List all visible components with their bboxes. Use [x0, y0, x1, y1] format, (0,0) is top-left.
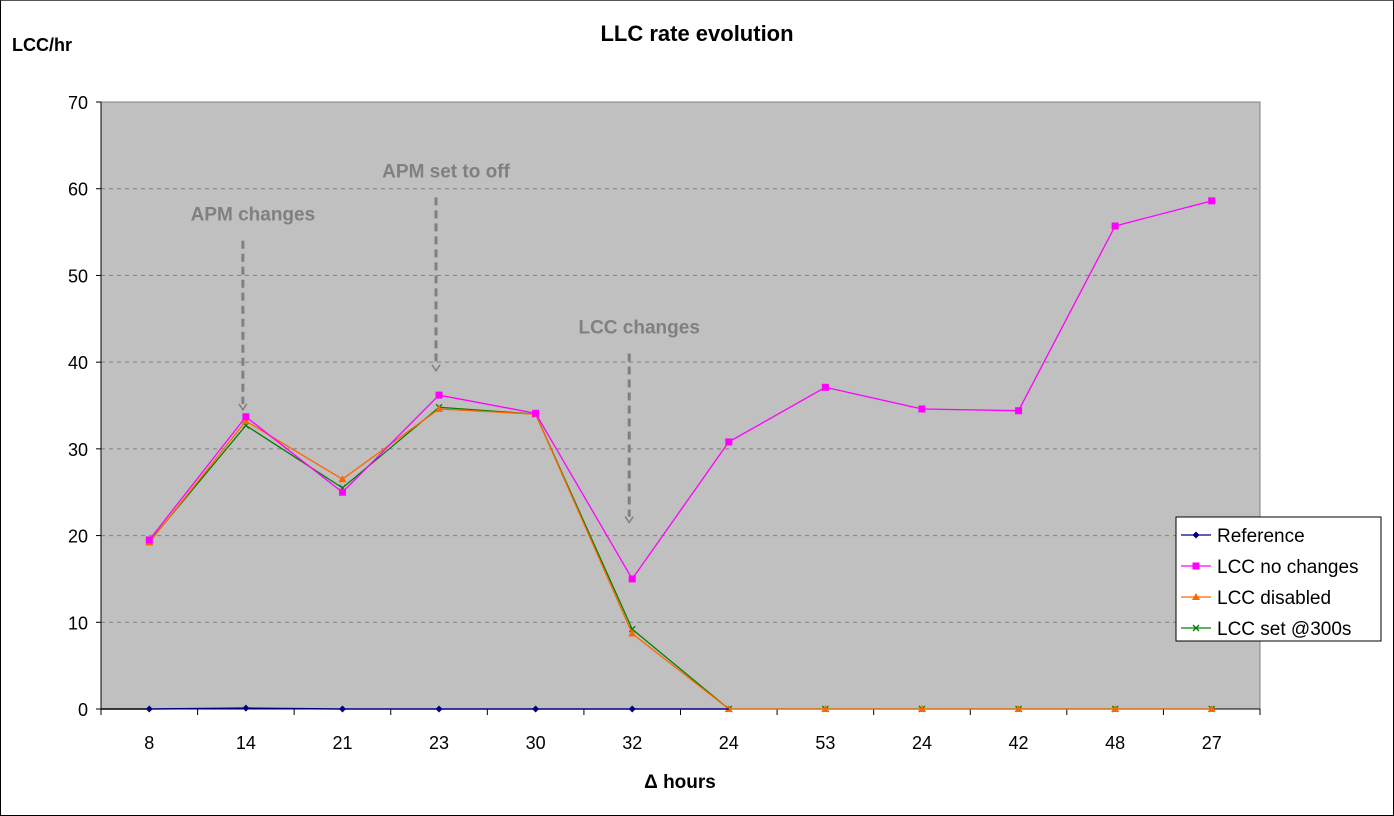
y-tick-label: 60: [68, 180, 88, 200]
y-tick-label: 0: [78, 700, 88, 720]
legend-item: LCC no changes: [1181, 557, 1359, 578]
series-line: [148, 408, 1212, 710]
series-line: [148, 200, 1212, 581]
data-point-diamond: [338, 705, 346, 713]
data-point-diamond: [242, 704, 250, 712]
chart-title: LLC rate evolution: [600, 21, 793, 46]
data-point-square: [725, 438, 733, 446]
data-point-triangle: [338, 475, 347, 483]
x-axis-label: Δ hours: [644, 772, 716, 793]
data-point-square: [628, 575, 636, 583]
legend-box: [1175, 516, 1382, 642]
series-lcc-no-changes: [145, 197, 1216, 583]
legend-label: LCC disabled: [1217, 588, 1331, 609]
data-point-square: [145, 536, 153, 544]
y-axis-label: LCC/hr: [12, 35, 72, 55]
x-tick-label: 32: [622, 733, 642, 753]
data-point-triangle: [1014, 705, 1023, 712]
x-tick-label: 30: [526, 733, 546, 753]
x-tick-label: 21: [332, 733, 352, 753]
y-tick-label: 40: [68, 353, 88, 373]
annotation-arrow-head: [624, 516, 634, 524]
x-tick-label: 27: [1202, 733, 1222, 753]
x-tick-label: 14: [236, 733, 256, 753]
legend-item: LCC set @300s: [1181, 619, 1351, 640]
x-tick-label: 23: [429, 733, 449, 753]
data-point-square: [532, 409, 540, 417]
legend-label: LCC set @300s: [1217, 619, 1351, 640]
plot-area: [100, 101, 1261, 710]
data-point-square: [338, 488, 346, 496]
annotation-label: APM set to off: [382, 161, 510, 182]
y-tick-label: 10: [68, 613, 88, 633]
data-point-triangle: [1207, 705, 1216, 712]
grid-lines: [101, 188, 1260, 623]
data-point-diamond: [1192, 531, 1200, 539]
data-point-square: [918, 405, 926, 413]
series-reference: [101, 704, 729, 713]
annotation-arrow-head: [238, 403, 248, 412]
annotation-arrow-head: [431, 364, 441, 373]
y-tick-label: 30: [68, 440, 88, 460]
series-group: [101, 197, 1216, 713]
data-point-diamond: [532, 705, 540, 713]
x-tick-label: 42: [1009, 733, 1029, 753]
y-tick-label: 50: [68, 266, 88, 286]
x-tick-label: 24: [719, 733, 739, 753]
data-point-x: [1192, 624, 1200, 632]
data-point-square: [1208, 197, 1216, 205]
y-tick-label: 70: [68, 93, 88, 113]
data-point-triangle: [1111, 705, 1120, 712]
legend-item: LCC disabled: [1181, 588, 1331, 609]
data-point-diamond: [145, 705, 153, 713]
data-point-square: [1015, 407, 1023, 415]
data-point-triangle: [628, 629, 637, 637]
data-point-square: [435, 391, 443, 399]
x-tick-label: 24: [912, 733, 932, 753]
data-point-triangle: [241, 417, 250, 425]
legend-label: Reference: [1217, 526, 1305, 547]
data-point-square: [821, 383, 829, 391]
legend: Reference LCC no changes LCC disabled LCC s…: [1175, 516, 1382, 642]
x-tick-label: 8: [144, 733, 154, 753]
data-point-square: [242, 413, 250, 421]
legend-item: Reference: [1181, 526, 1305, 547]
data-point-triangle: [821, 705, 830, 712]
data-point-triangle: [1192, 593, 1200, 600]
x-tick-label: 53: [815, 733, 835, 753]
x-tick-label: 48: [1105, 733, 1125, 753]
annotations: APM changes APM set to off LCC changes: [191, 161, 700, 524]
data-point-square: [1111, 222, 1119, 230]
legend-label: LCC no changes: [1217, 557, 1359, 578]
y-tick-label: 20: [68, 527, 88, 547]
annotation-label: LCC changes: [578, 317, 699, 338]
data-point-triangle: [917, 705, 926, 712]
data-point-triangle: [435, 404, 444, 412]
data-point-square: [1192, 562, 1200, 570]
data-point-diamond: [628, 705, 636, 713]
data-point-x: [628, 625, 636, 633]
annotation-label: APM changes: [191, 205, 316, 226]
data-point-diamond: [435, 705, 443, 713]
